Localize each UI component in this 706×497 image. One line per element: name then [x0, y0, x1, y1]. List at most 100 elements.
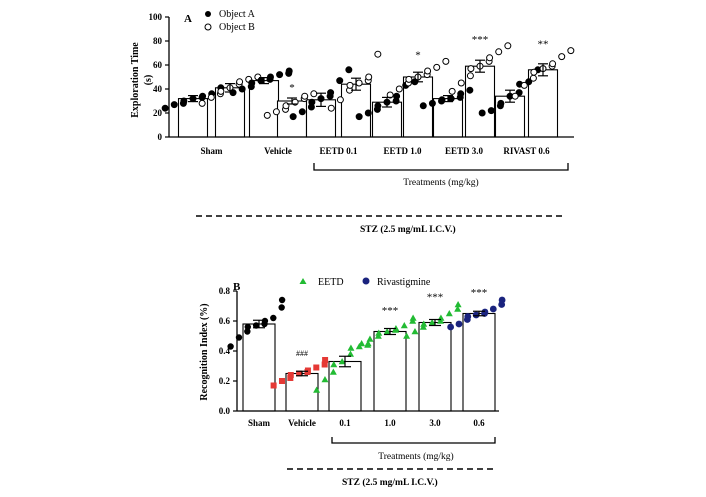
legend-object-a-marker — [205, 11, 211, 17]
panel-a-point-object-b — [272, 108, 280, 116]
panel-a-bar-object-a — [432, 98, 464, 138]
panel-b-y-tick-label: 0.8 — [219, 286, 231, 296]
panel-b-bar — [373, 330, 407, 412]
panel-a-y-tick-label: 20 — [153, 108, 163, 118]
panel-a-significance-mark: * — [415, 49, 421, 61]
panel-a-point-object-a — [257, 77, 265, 85]
panel-b-point-rivastigmine — [447, 323, 455, 331]
panel-b-point-eetd — [366, 335, 374, 342]
panel-b-point-vehicle — [322, 357, 329, 363]
panel-b-y-axis-title: Recognition Index (%) — [199, 303, 210, 400]
panel-b-y-tick-label: 0.2 — [219, 376, 231, 386]
panel-a-point-object-b — [433, 63, 441, 71]
panel-a-point-object-a — [298, 108, 306, 116]
panel-b-point-eetd — [411, 328, 419, 335]
panel-b-point-rivastigmine — [464, 313, 472, 320]
panel-b-bar — [328, 360, 362, 412]
panel-b-point-eetd — [454, 301, 462, 308]
panel-b-y-ticks: 0.0 0.2 0.4 0.6 0.8 — [219, 286, 237, 416]
legend-rivastigmine-label: Rivastigmine — [377, 277, 431, 288]
panel-b-point-eetd — [383, 328, 391, 335]
panel-a-error-bars — [188, 59, 548, 108]
panel-b-y-tick-label: 0.6 — [219, 316, 231, 326]
panel-b-point-vehicle — [287, 372, 294, 378]
panel-a-point-object-a — [199, 92, 207, 100]
panel-a-point-object-b — [310, 90, 318, 98]
panel-a-point-object-a — [447, 95, 455, 103]
panel-a-point-object-b — [405, 75, 413, 83]
panel-b-point-rivastigmine — [472, 311, 480, 319]
panel-a-point-object-b — [511, 92, 519, 100]
panel-b-point-rivastigmine — [489, 305, 497, 313]
panel-a-significance: ***** ** — [289, 34, 548, 94]
panel-a-point-object-b — [495, 48, 503, 56]
panel-b-point-eetd — [313, 386, 321, 393]
panel-a-category-label: Sham — [200, 146, 223, 156]
panel-a-point-object-b — [236, 78, 244, 86]
panel-a-category-label: Vehicle — [264, 146, 292, 156]
panel-a-treatment-bracket: Treatments (mg/kg) — [313, 163, 569, 188]
panel-b-treatment-bracket: Treatments (mg/kg) — [331, 437, 496, 462]
panel-b-point-eetd — [428, 319, 436, 326]
panel-b-point-sham — [261, 317, 269, 325]
panel-a-point-object-b — [395, 85, 403, 93]
panel-a-y-tick-label: 80 — [153, 36, 163, 46]
panel-a-stz-label: STZ (2.5 mg/mL I.C.V.) — [360, 224, 456, 235]
panel-b-point-eetd — [330, 361, 338, 368]
panel-b-bar — [242, 323, 276, 412]
panel-b-point-eetd — [358, 340, 366, 347]
panel-b-point-sham — [252, 322, 260, 329]
panel-b-category-label: Vehicle — [288, 418, 316, 428]
panel-b-treatment-label: Treatments (mg/kg) — [378, 451, 453, 462]
panel-a-category-label: RIVAST 0.6 — [503, 146, 550, 156]
panel-a-y-tick-label: 60 — [153, 60, 163, 70]
panel-b-point-sham — [278, 304, 285, 311]
panel-a-category-labels: Sham Vehicle EETD 0.1 EETD 1.0 EETD 3.0 RIVAS… — [200, 146, 550, 156]
panel-a-point-object-a — [393, 92, 401, 100]
panel-a-y-tick-label: 100 — [149, 12, 163, 22]
panel-a-y-tick-label: 0 — [158, 132, 163, 142]
panel-b-point-rivastigmine — [455, 320, 463, 328]
panel-a-bar-object-a — [248, 80, 280, 138]
panel-a-significance-mark: *** — [472, 34, 489, 46]
panel-a-point-object-b — [263, 111, 271, 119]
panel-a-point-object-b — [198, 99, 206, 107]
legend-eetd-label: EETD — [318, 277, 344, 288]
panel-a-point-object-a — [419, 102, 427, 110]
panel-a-point-object-b — [529, 74, 537, 82]
panel-b-point-vehicle — [313, 364, 320, 371]
panel-a-point-object-b — [336, 96, 344, 104]
panel-b-point-rivastigmine — [481, 308, 489, 316]
panel-a-y-tick-label: 40 — [153, 84, 163, 94]
panel-a-point-object-b — [424, 67, 432, 75]
panel-a-point-object-a — [345, 66, 353, 74]
panel-b-category-label: Sham — [248, 418, 271, 428]
panel-a-point-object-a — [276, 71, 284, 79]
panel-a-point-object-a — [457, 90, 465, 98]
panel-a-point-object-b — [365, 73, 373, 81]
panel-b-point-sham — [270, 314, 277, 322]
panel-b-significance-mark: *** — [427, 292, 444, 304]
panel-b-error-bars — [253, 310, 485, 377]
panel-b-point-vehicle — [278, 378, 285, 384]
panel-b-label: B — [233, 281, 241, 293]
panel-a-significance-mark: ** — [538, 39, 549, 51]
panel-b-point-eetd — [364, 340, 372, 347]
panel-b-significance-mark: *** — [471, 287, 488, 299]
panel-a-category-label: EETD 0.1 — [319, 146, 358, 156]
panel-a-category-label: EETD 1.0 — [383, 146, 422, 156]
panel-a-point-object-b — [217, 87, 225, 95]
legend-rivastigmine-marker — [362, 277, 370, 285]
panel-b-bar — [418, 321, 452, 412]
panel-b-point-eetd — [403, 332, 411, 339]
panel-a-point-object-b — [549, 60, 557, 68]
panel-a-point-object-a — [327, 89, 335, 97]
legend-eetd-marker — [299, 278, 307, 284]
panel-a-point-object-b — [530, 68, 538, 76]
panel-b-bars — [242, 312, 496, 412]
panel-b-chart: B Recognition Index (%) 0.00.20.40.60.8 … — [199, 277, 506, 488]
panel-a-y-ticks: 0 20 40 60 80 100 — [149, 12, 169, 142]
panel-a-point-object-b — [207, 93, 215, 101]
panel-a-point-object-b — [355, 79, 363, 87]
